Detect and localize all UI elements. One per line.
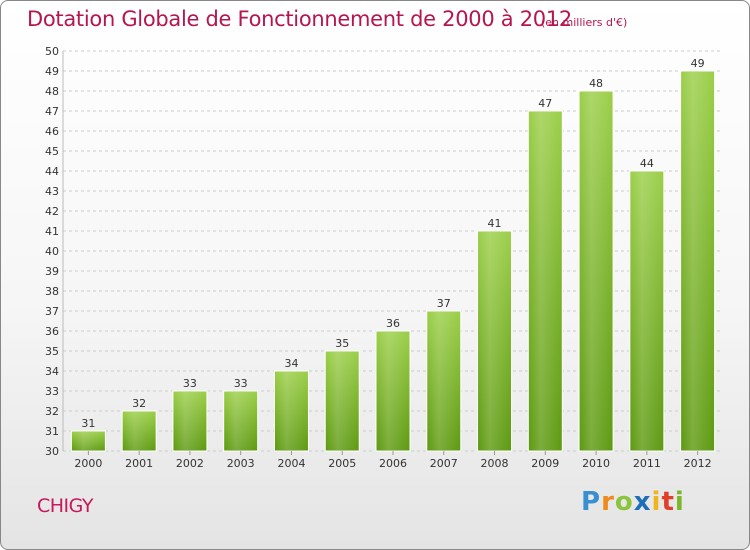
x-tick-label: 2000 [74,457,102,470]
bar-highlight [478,232,511,450]
bar-value-label: 33 [234,377,248,390]
x-tick-label: 2005 [328,457,356,470]
x-tick-label: 2008 [481,457,509,470]
logo-letter: i [651,487,662,517]
logo-letter: i [674,487,685,517]
y-tick-label: 48 [45,85,59,98]
bar-value-label: 47 [538,97,552,110]
y-tick-label: 35 [45,345,59,358]
bar-highlight [529,112,562,450]
bar-highlight [580,92,613,450]
x-tick-label: 2007 [430,457,458,470]
y-tick-label: 37 [45,305,59,318]
proxiti-logo[interactable]: Proxiti [581,487,685,517]
bar-value-label: 44 [640,157,654,170]
x-tick-label: 2003 [227,457,255,470]
x-axis-labels: 2000 2001 2002 2003 2004 2005 2006 2007 2008 2009… [74,451,712,470]
x-tick-label: 2002 [176,457,204,470]
bar-highlight [224,392,257,450]
x-tick-label: 2004 [277,457,305,470]
bar-highlight [123,412,156,450]
bar-highlight [326,352,359,450]
bar-value-label: 36 [386,317,400,330]
y-tick-label: 43 [45,185,59,198]
logo-letter: x [633,487,652,517]
x-tick-label: 2006 [379,457,407,470]
y-tick-label: 30 [45,445,59,458]
x-tick-label: 2009 [531,457,559,470]
bar-highlight [275,372,308,450]
x-tick-label: 2012 [684,457,712,470]
x-tick-label: 2001 [125,457,153,470]
bar-highlight [377,332,409,450]
chart-subtitle: (en milliers d'€) [541,16,628,29]
y-tick-label: 49 [45,65,59,78]
y-tick-label: 40 [45,245,59,258]
y-tick-label: 34 [45,365,59,378]
y-tick-label: 46 [45,125,59,138]
bar-value-label: 33 [183,377,197,390]
y-tick-label: 47 [45,105,59,118]
bar-highlight [173,392,206,450]
bar-highlight [427,312,460,450]
y-tick-label: 42 [45,205,59,218]
bar-value-label: 49 [691,57,705,70]
y-tick-label: 38 [45,285,59,298]
bar-value-label: 31 [81,417,95,430]
y-tick-label: 36 [45,325,59,338]
y-tick-label: 39 [45,265,59,278]
logo-letter: P [581,487,602,517]
bar-value-label: 41 [488,217,502,230]
y-tick-label: 32 [45,405,59,418]
y-tick-label: 31 [45,425,59,438]
bar-highlight [630,172,663,450]
bars: 31 32 33 33 34 35 36 37 41 47 48 44 49 [70,57,716,452]
bar-highlight [681,72,714,450]
logo-letter: t [661,487,675,517]
bar-value-label: 48 [589,77,603,90]
y-tick-label: 45 [45,145,59,158]
y-tick-label: 44 [45,165,59,178]
bar-value-label: 35 [335,337,349,350]
bar-value-label: 32 [132,397,146,410]
y-tick-label: 33 [45,385,59,398]
bar-value-label: 37 [437,297,451,310]
chart-title: Dotation Globale de Fonctionnement de 20… [27,7,572,31]
y-tick-label: 41 [45,225,59,238]
y-axis-labels: 30 31 32 33 34 35 36 37 38 39 40 41 42 43 44 45 46 47 48 49… [45,45,59,458]
city-name: CHIGY [37,495,94,517]
logo-letter: o [614,487,634,517]
x-tick-label: 2011 [633,457,661,470]
y-tick-label: 50 [45,45,59,58]
bar-value-label: 34 [284,357,298,370]
logo-letter: r [601,487,615,517]
x-tick-label: 2010 [582,457,610,470]
bar-highlight [72,432,105,450]
